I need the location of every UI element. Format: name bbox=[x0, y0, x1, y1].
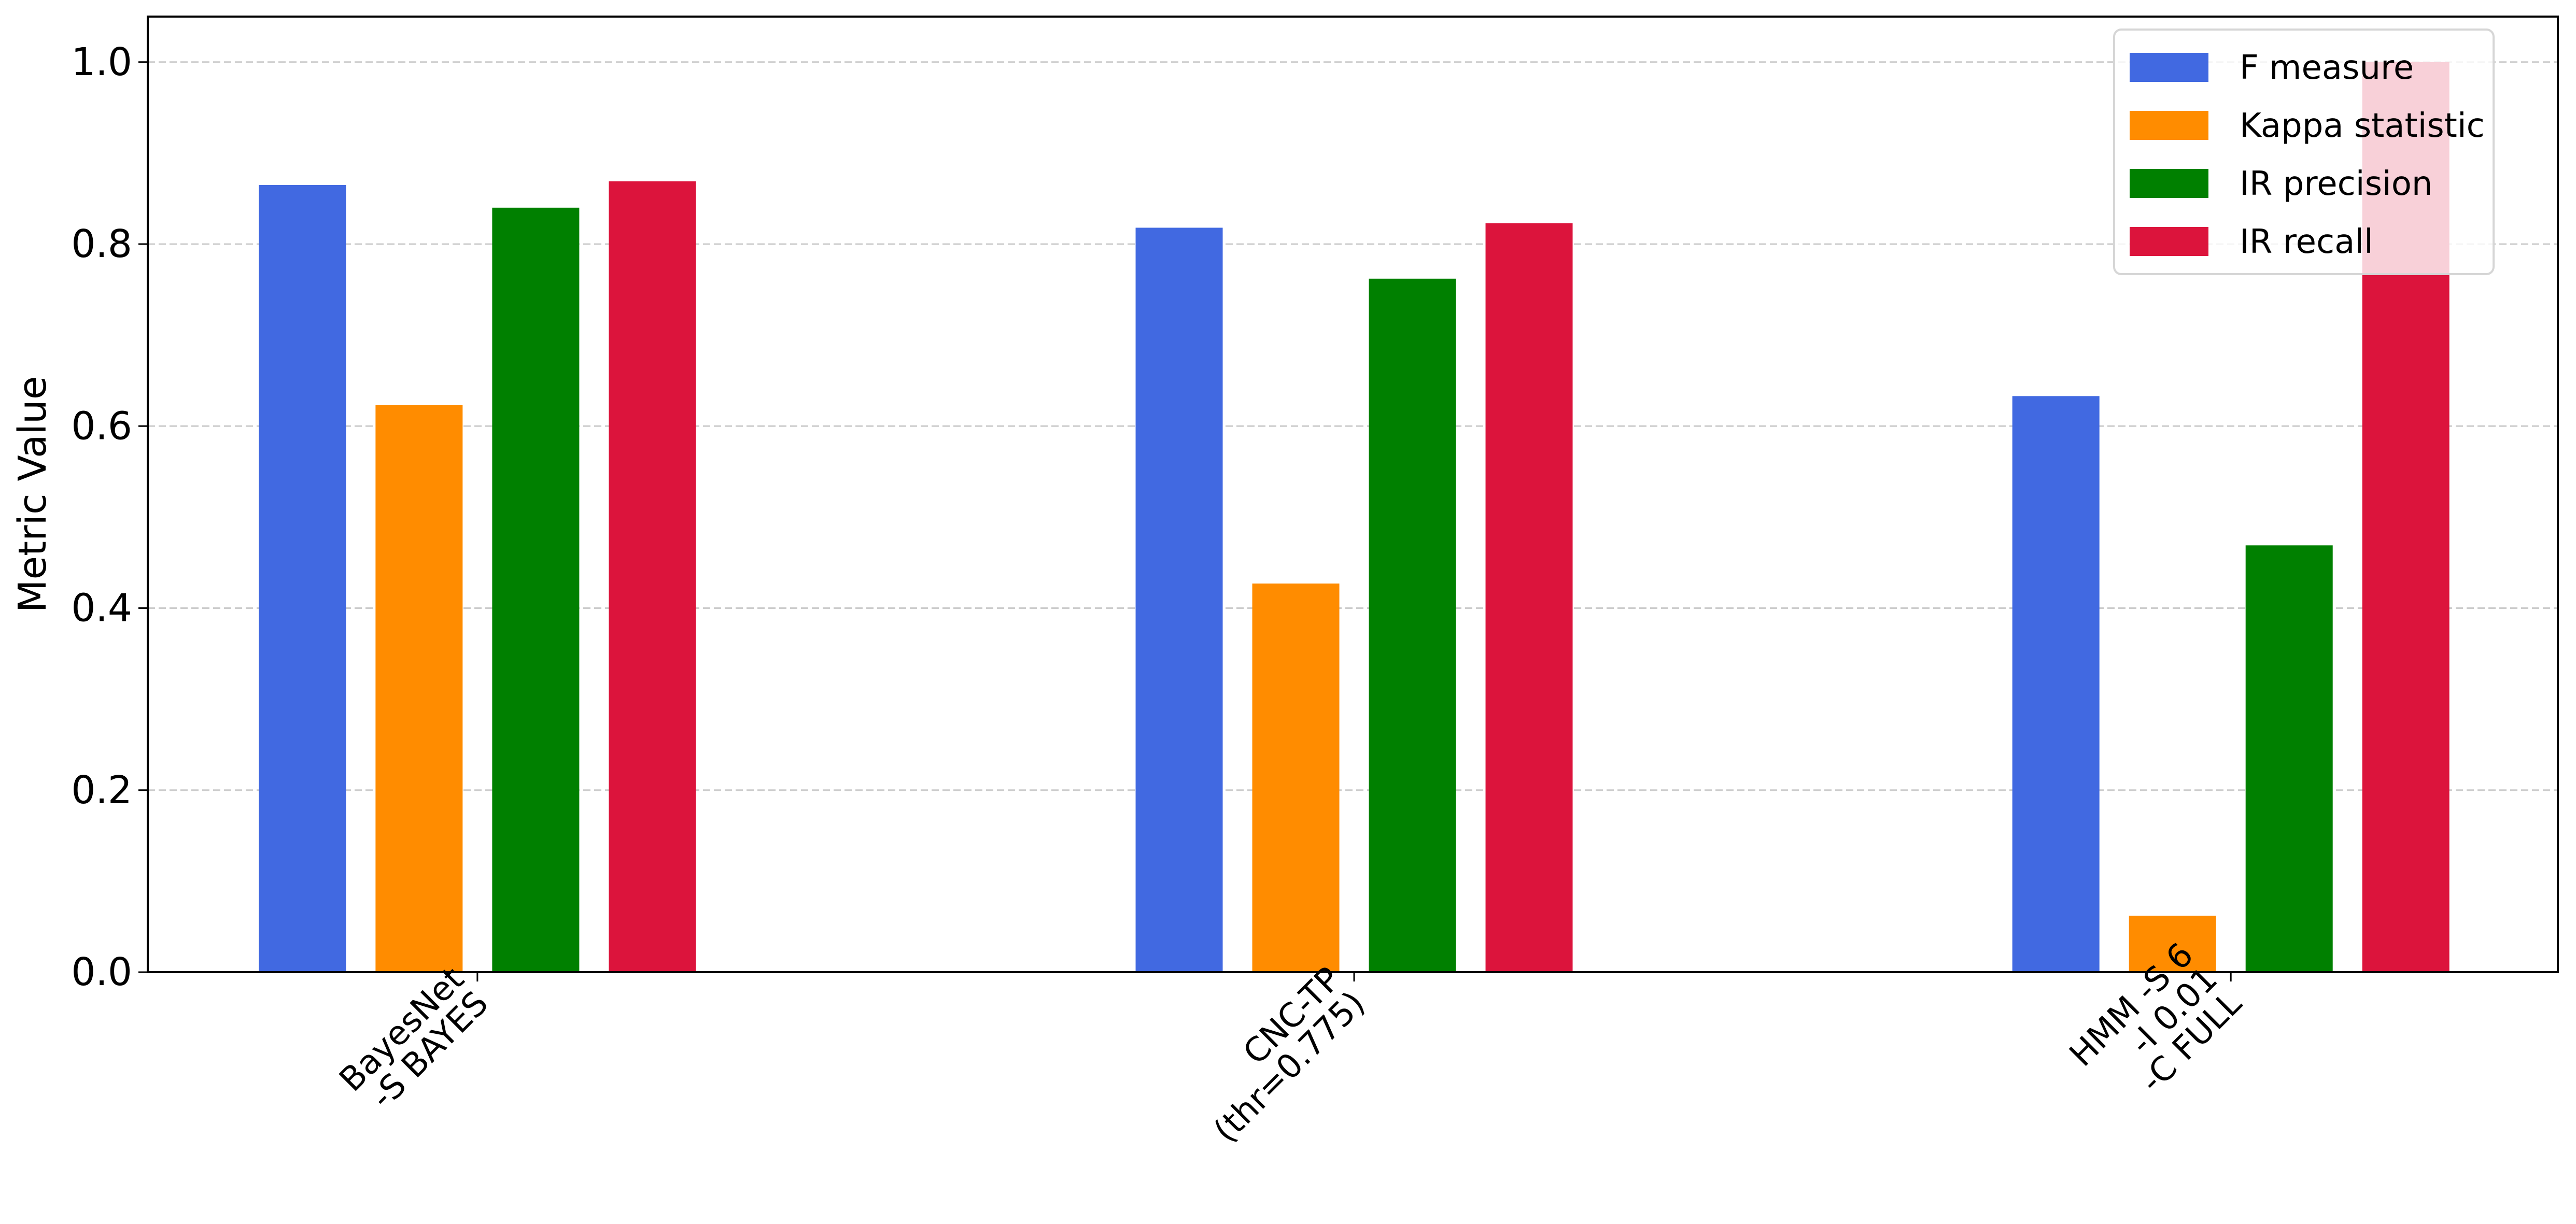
legend-label: F measure bbox=[2240, 49, 2414, 87]
bar-f-measure bbox=[2012, 396, 2100, 972]
legend-label: IR recall bbox=[2240, 223, 2373, 261]
plot-frame bbox=[147, 16, 2559, 973]
bar-ir-precision bbox=[492, 207, 580, 972]
y-axis: 0.0 0.2 0.4 0.6 0.8 1.0 bbox=[71, 40, 148, 994]
y-tick-label: 0.2 bbox=[71, 768, 132, 813]
y-tick-label: 0.8 bbox=[71, 222, 132, 266]
legend-swatch bbox=[2130, 227, 2208, 256]
y-tick-label: 0.4 bbox=[71, 586, 132, 631]
legend-label: IR precision bbox=[2240, 165, 2432, 203]
bars bbox=[259, 62, 2450, 973]
y-tick-label: 1.0 bbox=[71, 40, 132, 84]
y-axis-label: Metric Value bbox=[10, 376, 55, 613]
bar-ir-recall bbox=[1485, 223, 1573, 972]
legend-swatch bbox=[2130, 53, 2208, 82]
bar-ir-precision bbox=[1369, 278, 1456, 972]
legend: F measure Kappa statistic IR precision IR r… bbox=[2113, 29, 2495, 275]
bar-f-measure bbox=[1135, 227, 1223, 973]
legend-box bbox=[2113, 29, 2495, 275]
y-tick-label: 0.0 bbox=[71, 950, 132, 994]
bar-ir-recall bbox=[609, 181, 696, 972]
bar-kappa-statistic bbox=[2129, 916, 2216, 972]
x-tick-label: BayesNet-S BAYES bbox=[332, 960, 496, 1116]
x-tick-label: CNC-TP(thr=0.775) bbox=[1206, 960, 1372, 1150]
bar-f-measure bbox=[259, 184, 346, 972]
bar-kappa-statistic bbox=[375, 405, 463, 972]
y-tick-label: 0.6 bbox=[71, 404, 132, 448]
bar-ir-precision bbox=[2245, 545, 2333, 972]
legend-label: Kappa statistic bbox=[2240, 107, 2485, 145]
legend-swatch bbox=[2130, 111, 2208, 140]
legend-swatch bbox=[2130, 169, 2208, 198]
bar-kappa-statistic bbox=[1252, 583, 1340, 972]
